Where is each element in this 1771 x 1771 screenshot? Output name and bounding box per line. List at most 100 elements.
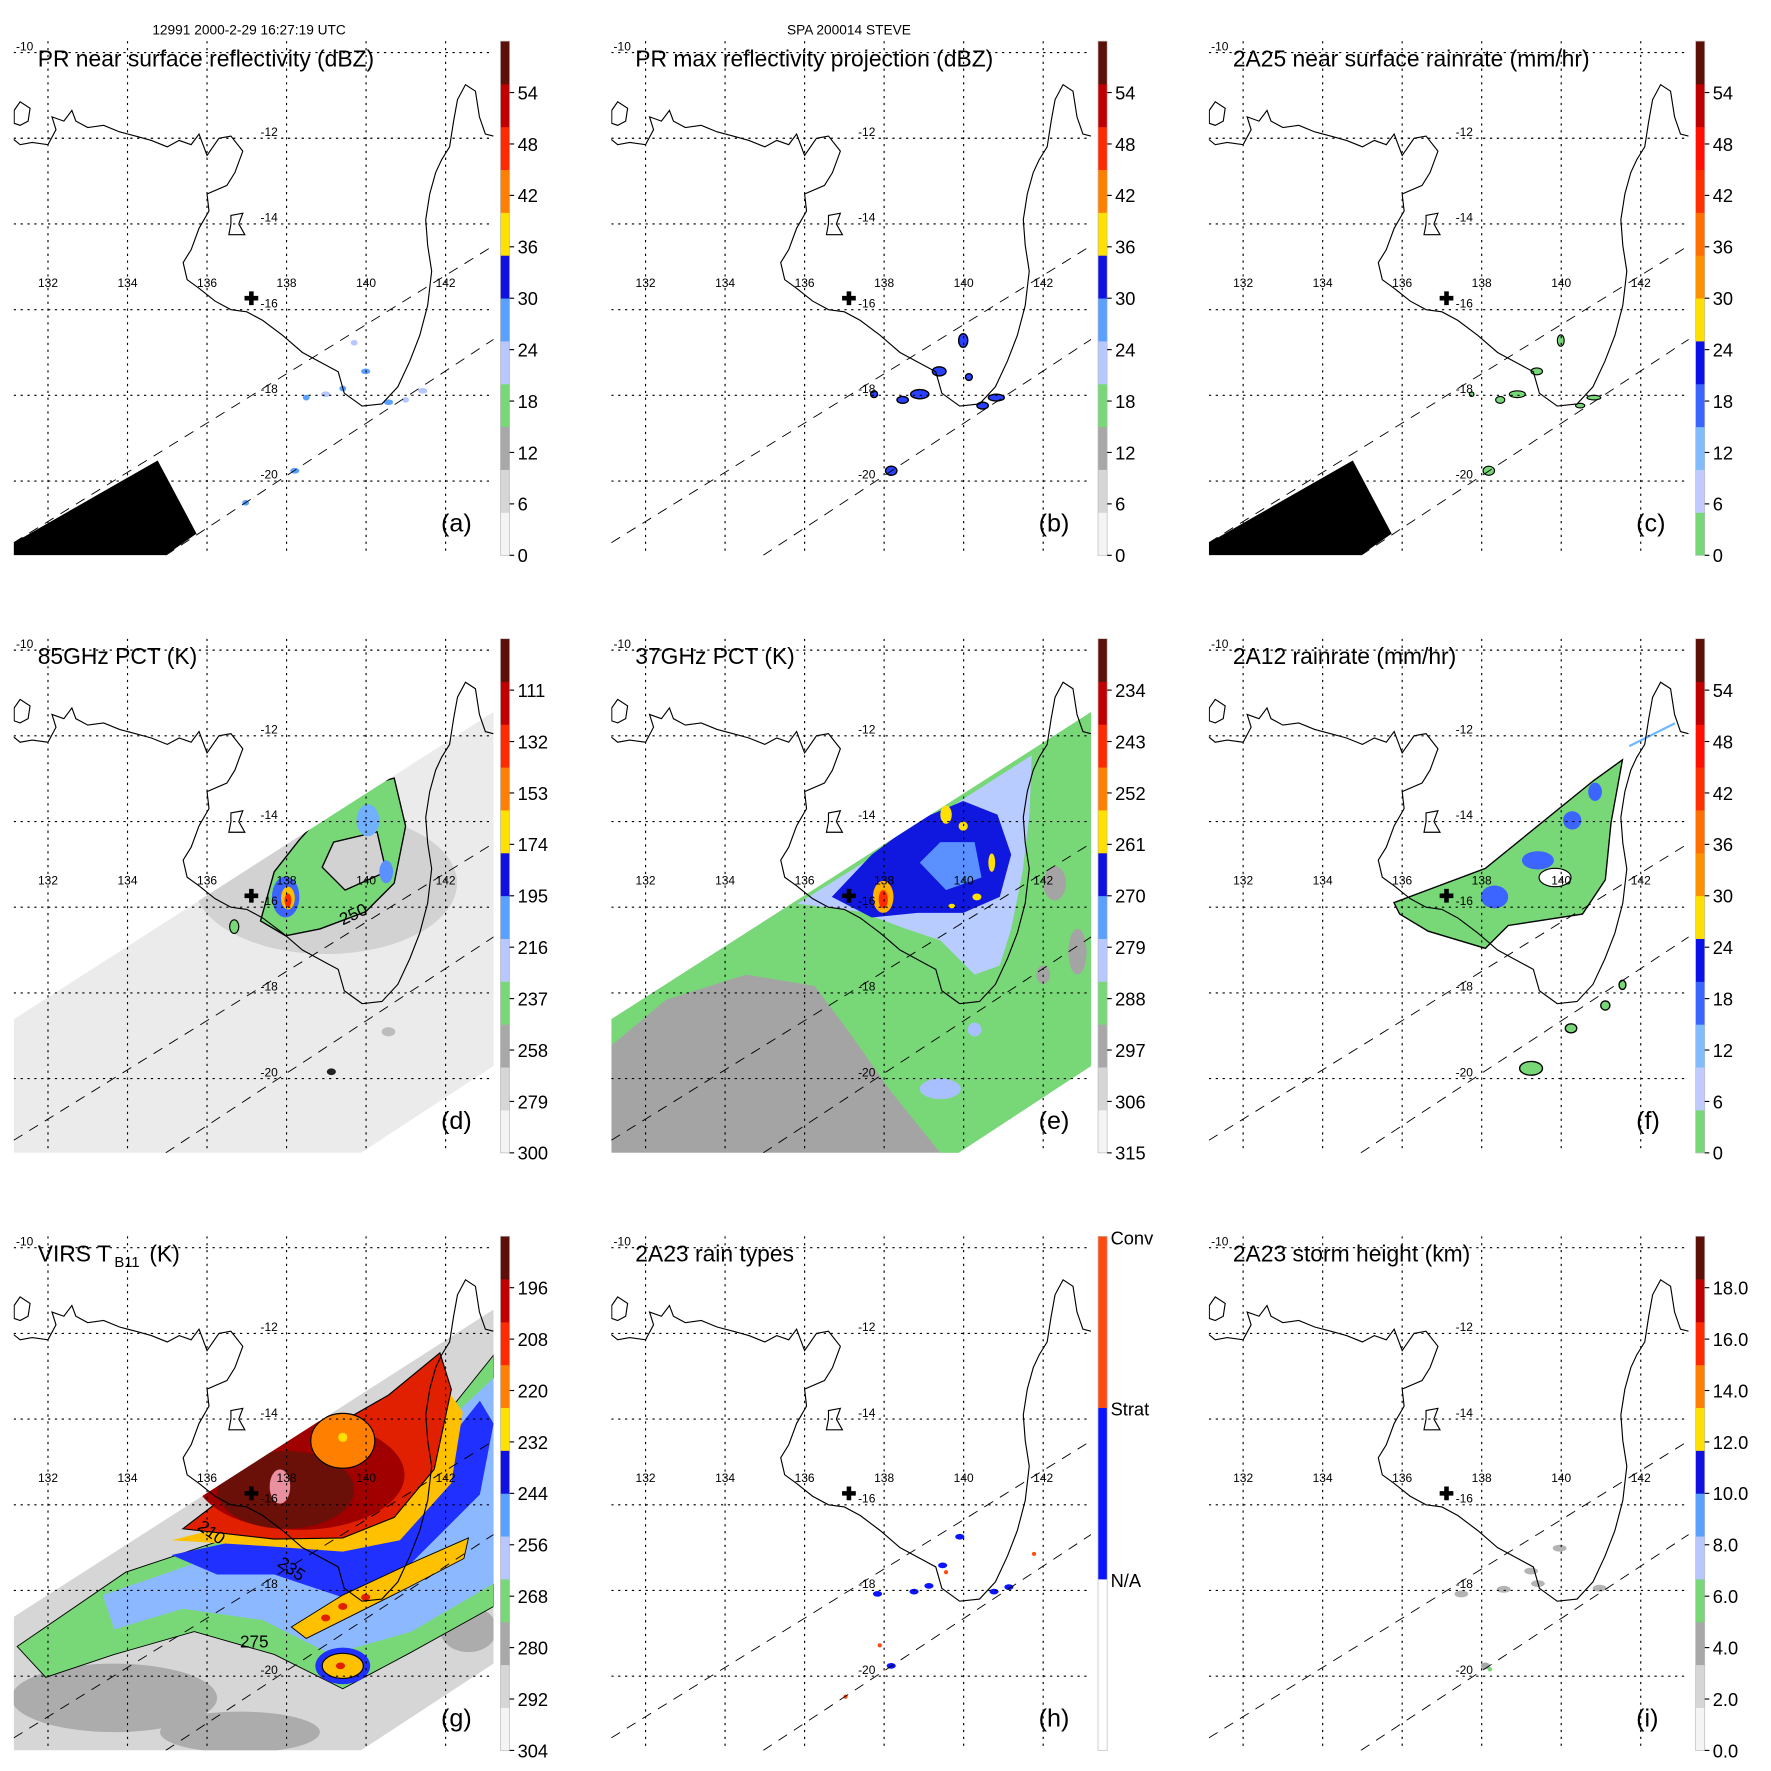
colorbar-label: 315 xyxy=(1115,1143,1145,1164)
colorbar-segment xyxy=(1098,724,1108,768)
station-cross-icon xyxy=(842,291,856,306)
pr-swath-edge xyxy=(611,842,1092,1141)
colorbar-label: 304 xyxy=(518,1740,548,1761)
lat-tick-label: -12 xyxy=(261,125,279,139)
lat-tick-label: -12 xyxy=(858,125,876,139)
island-coastline xyxy=(1208,1296,1226,1322)
lat-tick-label: -12 xyxy=(858,1320,876,1334)
yellow-core xyxy=(940,805,952,824)
panel-letter: (e) xyxy=(1039,1107,1070,1135)
lon-tick-label: 136 xyxy=(1392,1471,1412,1485)
colorbar-label: 30 xyxy=(1115,288,1135,309)
colorbar-segment xyxy=(1098,1110,1108,1154)
colorbar-label: 36 xyxy=(1713,237,1733,258)
lon-tick-label: 142 xyxy=(1631,873,1651,887)
lat-tick-label: -16 xyxy=(1456,296,1474,310)
storm-height-pixel xyxy=(1552,1544,1567,1552)
colorbar-segment xyxy=(1098,426,1108,470)
panel-title: 2A23 storm height (km) xyxy=(1233,1240,1470,1266)
gray-patch xyxy=(1043,866,1067,901)
colorbar-label: 36 xyxy=(1713,834,1733,855)
colorbar-label: 111 xyxy=(518,680,546,701)
lon-tick-label: 132 xyxy=(1233,1471,1253,1485)
colorbar-label: 268 xyxy=(518,1586,548,1607)
island-coastline xyxy=(13,698,31,724)
gray-patch xyxy=(13,1663,218,1733)
colorbar-segment xyxy=(1098,981,1108,1025)
gray-patch xyxy=(757,1130,781,1140)
lon-tick-label: 140 xyxy=(954,873,974,887)
panel-title: 2A23 rain types xyxy=(635,1240,794,1266)
lon-tick-label: 132 xyxy=(1233,276,1253,290)
colorbar-label: 232 xyxy=(518,1432,548,1453)
colorbar-label: Strat xyxy=(1111,1399,1150,1420)
panel-title: VIRS T B11 (K) xyxy=(38,1240,180,1271)
rain-free-hole xyxy=(1538,867,1572,888)
lat-tick-label: -10 xyxy=(614,39,632,53)
colorbar-label: 4.0 xyxy=(1713,1637,1738,1658)
colorbar-segment xyxy=(500,83,510,128)
colorbar-label: 18.0 xyxy=(1713,1278,1749,1299)
light-blue-patch xyxy=(967,1022,982,1037)
colorbar-segment xyxy=(1695,512,1705,556)
groote-eylandt-coastline xyxy=(1423,810,1441,833)
lat-tick-label: -20 xyxy=(858,1065,876,1079)
colorbar-segment xyxy=(500,1493,510,1537)
colorbar-segment xyxy=(1695,383,1705,428)
lat-tick-label: -16 xyxy=(858,296,876,310)
colorbar-label: 42 xyxy=(1713,783,1733,804)
groote-eylandt-coastline xyxy=(1423,1407,1441,1431)
colorbar-segment xyxy=(1098,1024,1108,1068)
stratiform-pixel xyxy=(955,1533,965,1540)
colorbar-segment xyxy=(1695,852,1705,897)
rain-cell xyxy=(1508,390,1526,399)
lat-tick-label: -16 xyxy=(858,1491,876,1505)
colorbar-segment xyxy=(1695,681,1705,725)
lon-tick-label: 142 xyxy=(436,276,456,290)
map-area xyxy=(611,41,1092,556)
panel-title: 2A25 near surface rainrate (mm/hr) xyxy=(1233,45,1590,71)
colorbar-segment xyxy=(1695,1321,1705,1366)
lat-tick-label: -10 xyxy=(16,39,34,53)
colorbar-segment xyxy=(1695,724,1705,768)
lat-tick-label: -18 xyxy=(858,382,876,396)
echo-cell xyxy=(964,372,974,382)
scattering-core xyxy=(379,860,394,884)
stratiform-pixel xyxy=(909,1588,919,1595)
lat-tick-label: -18 xyxy=(858,980,876,994)
echo-pixel xyxy=(418,387,428,394)
lat-tick-label: -18 xyxy=(1456,980,1474,994)
colorbar-segment xyxy=(1695,126,1705,171)
lon-tick-label: 132 xyxy=(38,873,58,887)
colorbar-label: 244 xyxy=(518,1483,548,1504)
colorbar-label: 243 xyxy=(1115,731,1145,752)
colorbar-segment xyxy=(1098,852,1108,897)
colorbar-segment xyxy=(500,895,510,939)
station-cross-icon xyxy=(1439,888,1454,903)
light-blue-patch xyxy=(919,1078,961,1100)
stratiform-pixel xyxy=(1004,1584,1014,1590)
lat-tick-label: -12 xyxy=(1456,125,1474,139)
colorbar-segment xyxy=(1098,126,1108,171)
colorbar-label: 216 xyxy=(518,937,548,958)
cold-spot xyxy=(326,1068,336,1076)
swath-imagery xyxy=(611,711,1092,1153)
panel-c: 132 134 136 138 140 142 -10 -12 -14 -16 -18 -20 2A25… xyxy=(1208,39,1733,566)
lon-tick-label: 132 xyxy=(38,276,58,290)
colorbar-label: 252 xyxy=(1115,783,1145,804)
colorbar-segment xyxy=(1098,938,1108,982)
lat-tick-label: -14 xyxy=(261,808,279,822)
colorbar-label: 292 xyxy=(518,1689,548,1710)
colorbar-segment xyxy=(1098,638,1108,682)
lon-tick-label: 138 xyxy=(1472,1471,1492,1485)
colorbar-label: 174 xyxy=(518,834,548,855)
colorbar-segment xyxy=(500,1407,510,1451)
scattering-cell xyxy=(229,919,240,935)
colorbar-label: 18 xyxy=(1713,391,1733,412)
echo-cell xyxy=(909,388,930,400)
lat-tick-label: -12 xyxy=(261,1320,279,1334)
coastline xyxy=(611,83,1092,407)
coastline xyxy=(13,83,494,407)
colorbar-segment xyxy=(1098,810,1108,854)
colorbar-label: 279 xyxy=(1115,937,1145,958)
